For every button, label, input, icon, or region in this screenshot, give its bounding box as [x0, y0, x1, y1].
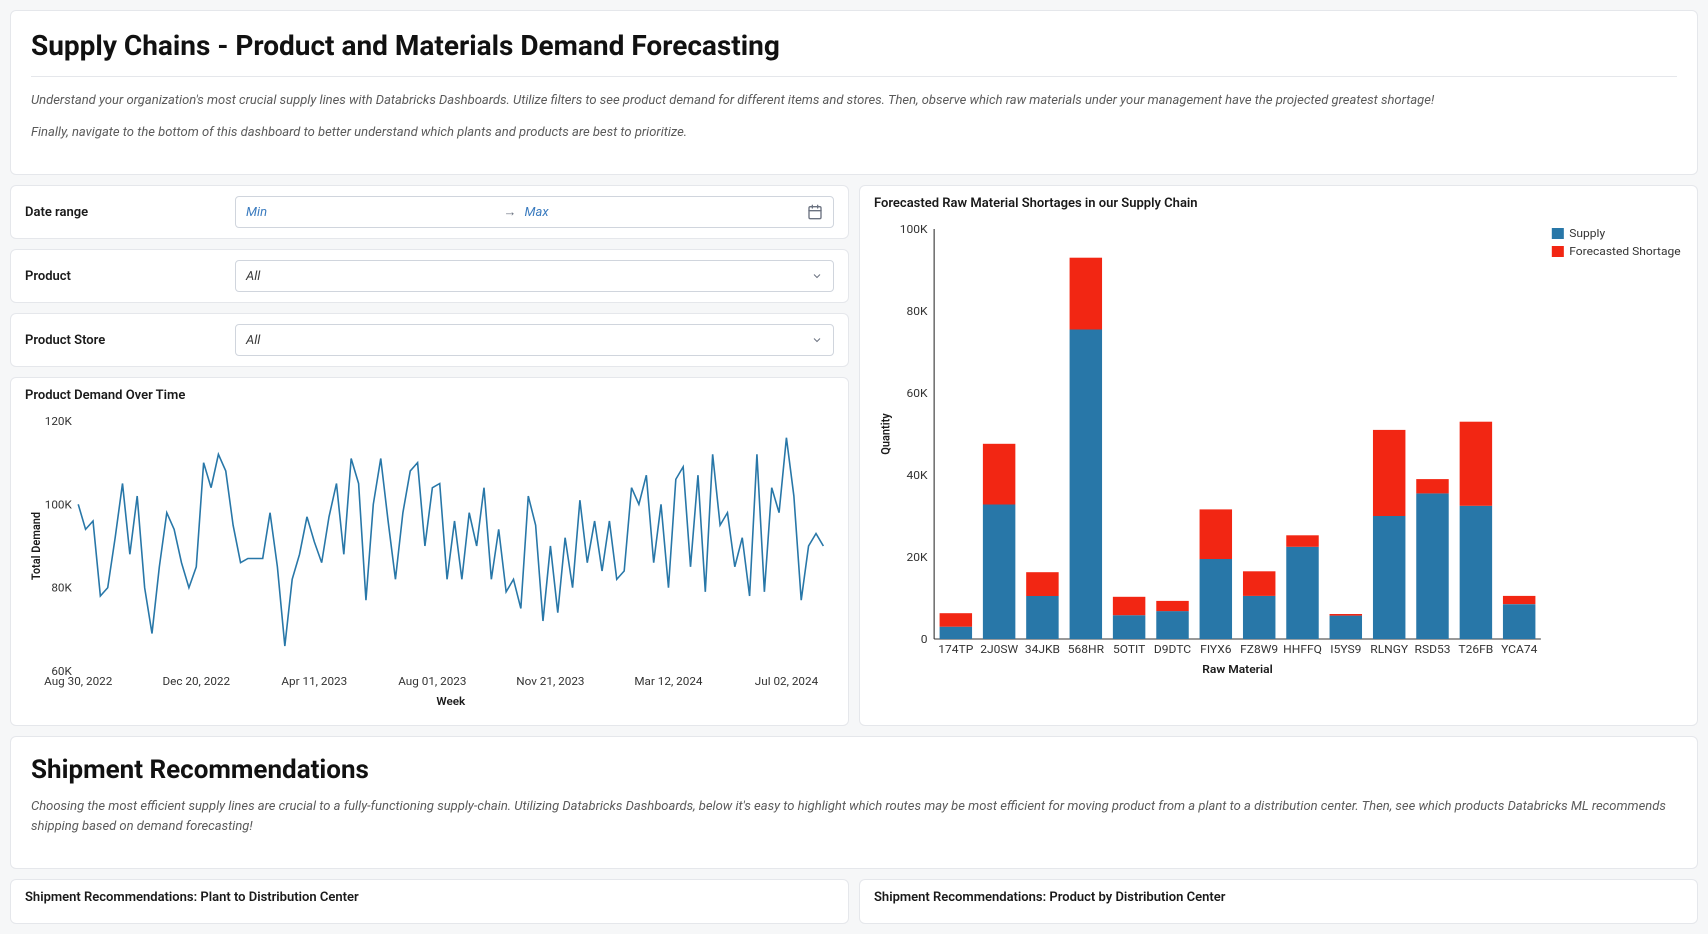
- intro-paragraph-2: Finally, navigate to the bottom of this …: [31, 123, 1677, 143]
- filter-product-store: Product Store All: [10, 313, 849, 367]
- shipment-row: Shipment Recommendations: Plant to Distr…: [10, 879, 1698, 924]
- main-row: Date range Min → Max Product All Product…: [10, 185, 1698, 726]
- svg-text:Mar 12, 2024: Mar 12, 2024: [634, 674, 703, 688]
- product-store-select[interactable]: All: [235, 324, 834, 356]
- shipment-right-title: Shipment Recommendations: Product by Dis…: [874, 890, 1683, 905]
- shipment-left-card: Shipment Recommendations: Plant to Distr…: [10, 879, 849, 924]
- shipment-title: Shipment Recommendations: [31, 755, 1677, 785]
- shipment-intro: Choosing the most efficient supply lines…: [31, 797, 1677, 836]
- date-range-min[interactable]: Min: [246, 205, 496, 220]
- svg-text:HHFFQ: HHFFQ: [1283, 643, 1322, 656]
- svg-text:FZ8W9: FZ8W9: [1240, 643, 1278, 656]
- svg-text:RSD53: RSD53: [1415, 643, 1451, 656]
- svg-text:YCA74: YCA74: [1501, 643, 1538, 656]
- filter-product: Product All: [10, 249, 849, 303]
- svg-text:T26FB: T26FB: [1458, 643, 1493, 656]
- svg-text:5OTIT: 5OTIT: [1113, 643, 1145, 656]
- svg-text:Apr 11, 2023: Apr 11, 2023: [281, 674, 347, 688]
- header-divider: [31, 76, 1677, 77]
- svg-text:2J0SW: 2J0SW: [980, 643, 1018, 656]
- filter-product-store-label: Product Store: [25, 333, 225, 348]
- svg-text:Supply: Supply: [1569, 227, 1605, 240]
- svg-text:100K: 100K: [900, 223, 929, 236]
- product-select[interactable]: All: [235, 260, 834, 292]
- filter-date-range: Date range Min → Max: [10, 185, 849, 239]
- line-chart-card: Product Demand Over Time 60K80K100K120KA…: [10, 377, 849, 726]
- date-range-input[interactable]: Min → Max: [235, 196, 834, 228]
- svg-text:Jul 02, 2024: Jul 02, 2024: [755, 674, 819, 688]
- calendar-icon[interactable]: [807, 204, 823, 220]
- date-range-max[interactable]: Max: [525, 205, 799, 220]
- bar-chart-title: Forecasted Raw Material Shortages in our…: [874, 196, 1683, 211]
- svg-text:RLNGY: RLNGY: [1370, 643, 1408, 656]
- line-chart-title: Product Demand Over Time: [25, 388, 834, 403]
- svg-text:80K: 80K: [907, 305, 929, 318]
- page-title: Supply Chains - Product and Materials De…: [31, 29, 1677, 62]
- svg-text:Aug 30, 2022: Aug 30, 2022: [44, 674, 112, 688]
- left-column: Date range Min → Max Product All Product…: [10, 185, 849, 726]
- svg-text:174TP: 174TP: [938, 643, 973, 656]
- svg-text:20K: 20K: [907, 551, 929, 564]
- bar-chart-svg: 0 20K 40K 60K 80K 100K 174TP 2J0SW 34JKB 568HR 5OT…: [874, 219, 1683, 679]
- svg-text:40K: 40K: [907, 469, 929, 482]
- svg-text:Raw Material: Raw Material: [1202, 663, 1272, 676]
- chevron-down-icon: [811, 270, 823, 282]
- filter-date-range-label: Date range: [25, 205, 225, 220]
- svg-text:80K: 80K: [51, 581, 72, 595]
- svg-text:I5YS9: I5YS9: [1330, 643, 1361, 656]
- svg-text:Nov 21, 2023: Nov 21, 2023: [516, 674, 584, 688]
- filter-product-label: Product: [25, 269, 225, 284]
- bar-chart-card: Forecasted Raw Material Shortages in our…: [859, 185, 1698, 726]
- svg-text:34JKB: 34JKB: [1025, 643, 1060, 656]
- header-card: Supply Chains - Product and Materials De…: [10, 10, 1698, 175]
- svg-text:Week: Week: [436, 694, 466, 708]
- shipment-right-card: Shipment Recommendations: Product by Dis…: [859, 879, 1698, 924]
- product-select-value: All: [246, 269, 260, 284]
- svg-text:60K: 60K: [907, 387, 929, 400]
- svg-text:100K: 100K: [45, 498, 73, 512]
- svg-text:0: 0: [921, 633, 928, 646]
- svg-text:D9DTC: D9DTC: [1154, 643, 1191, 656]
- svg-text:Quantity: Quantity: [878, 413, 893, 455]
- svg-text:Dec 20, 2022: Dec 20, 2022: [162, 674, 230, 688]
- line-chart-area: 60K80K100K120KAug 30, 2022Dec 20, 2022Ap…: [25, 411, 834, 711]
- shipment-header-card: Shipment Recommendations Choosing the mo…: [10, 736, 1698, 869]
- chevron-down-icon: [811, 334, 823, 346]
- svg-text:568HR: 568HR: [1068, 643, 1104, 656]
- bar-chart-area: 0 20K 40K 60K 80K 100K 174TP 2J0SW 34JKB 568HR 5OT…: [874, 219, 1683, 711]
- svg-text:Total Demand: Total Demand: [29, 512, 43, 580]
- product-store-select-value: All: [246, 333, 260, 348]
- intro-paragraph-1: Understand your organization's most cruc…: [31, 91, 1677, 111]
- svg-text:FIYX6: FIYX6: [1200, 643, 1231, 656]
- svg-text:Aug 01, 2023: Aug 01, 2023: [398, 674, 466, 688]
- shipment-left-title: Shipment Recommendations: Plant to Distr…: [25, 890, 834, 905]
- line-chart-svg: 60K80K100K120KAug 30, 2022Dec 20, 2022Ap…: [25, 411, 834, 711]
- svg-text:120K: 120K: [45, 414, 73, 428]
- svg-text:Forecasted Shortage: Forecasted Shortage: [1569, 245, 1680, 258]
- arrow-right-icon: →: [504, 204, 517, 220]
